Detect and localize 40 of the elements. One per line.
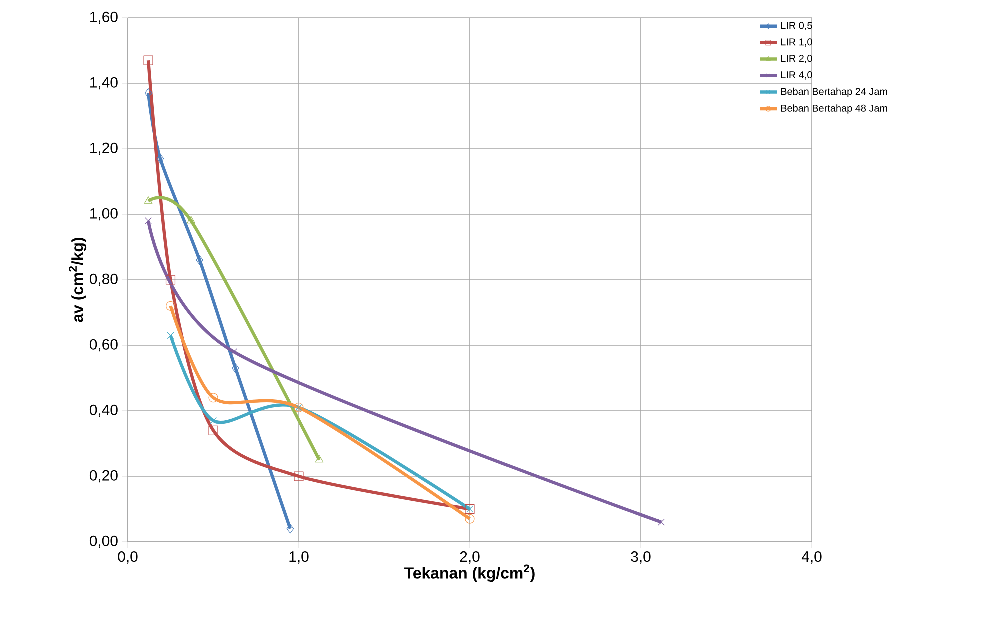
point	[167, 332, 174, 340]
y-tick-label: 0,60	[90, 339, 118, 352]
y-tick-label: 1,60	[90, 12, 118, 24]
legend-label: LIR 1,0	[781, 38, 812, 47]
y-tick-label: 1,20	[90, 142, 118, 156]
y-tick-label: 1,40	[90, 77, 118, 90]
point	[208, 393, 218, 403]
y-tick-label: 0,80	[90, 274, 118, 286]
x-tick-label: 3,0	[631, 552, 651, 564]
point	[166, 301, 176, 311]
point	[144, 56, 154, 66]
x-tick-label: 4,0	[802, 552, 822, 564]
legend-label: LIR 4,0	[781, 71, 812, 80]
point	[658, 518, 665, 526]
point	[294, 472, 304, 482]
y-tick-label: 0,20	[90, 470, 118, 483]
y-tick-label: 0,00	[90, 536, 118, 548]
point	[156, 154, 164, 164]
point	[232, 364, 240, 374]
y-axis-title: av (cm$^{2}$/kg)	[69, 238, 87, 322]
point	[144, 196, 153, 204]
y-tick-label: 0,40	[90, 404, 118, 418]
point	[144, 88, 152, 98]
x-tick-label: 2,0	[460, 552, 480, 564]
legend-label: LIR 2,0	[781, 55, 812, 64]
point	[166, 275, 176, 285]
x-axis-title: Tekanan (kg/cm$^{2}$)	[404, 564, 535, 582]
point	[145, 218, 152, 225]
point	[465, 514, 475, 524]
y-tick-label: 1,00	[90, 208, 118, 221]
point	[286, 524, 294, 534]
legend-label: LIR 0,5	[781, 22, 812, 30]
point	[187, 216, 196, 224]
x-tick-label: 0,0	[118, 552, 138, 564]
legend-label: Beban Bertahap 24 Jam	[781, 88, 888, 98]
point	[315, 455, 324, 463]
point	[196, 256, 204, 266]
x-tick-label: 1,0	[290, 552, 309, 564]
legend-label: Beban Bertahap 48 Jam	[781, 104, 888, 114]
point	[208, 426, 218, 436]
